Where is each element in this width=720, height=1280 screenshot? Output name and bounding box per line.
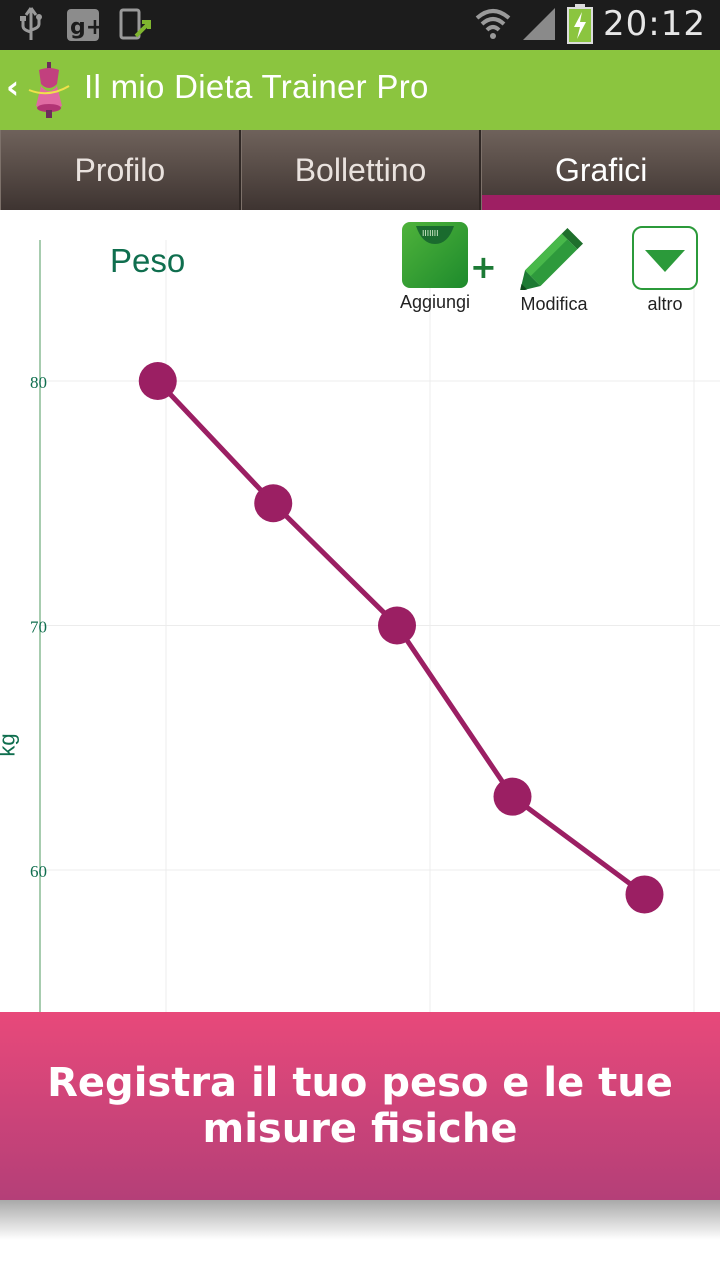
- data-point: [625, 875, 664, 914]
- y-tick-label: 60: [30, 862, 47, 881]
- more-button[interactable]: altro: [632, 226, 698, 315]
- promo-banner: Registra il tuo peso e le tue misure fis…: [0, 1012, 720, 1200]
- svg-text:IIIIIII: IIIIIII: [422, 229, 439, 238]
- tab-profilo[interactable]: Profilo: [0, 130, 241, 210]
- app-logo-icon[interactable]: [24, 62, 74, 120]
- chart-title: Peso: [110, 242, 186, 279]
- wifi-icon: [475, 9, 511, 39]
- banner-text: Registra il tuo peso e le tue misure fis…: [47, 1060, 673, 1152]
- add-button[interactable]: IIIIIII + Aggiungi: [400, 222, 497, 313]
- signal-icon: [523, 8, 556, 40]
- svg-text:g+: g+: [70, 15, 100, 40]
- screen-share-icon: [119, 8, 151, 40]
- scale-icon: IIIIIII: [402, 222, 469, 288]
- usb-icon: [20, 7, 42, 40]
- y-tick-label: 80: [30, 373, 47, 392]
- clock: 20:12: [603, 4, 706, 44]
- tab-bar: Profilo Bollettino Grafici: [0, 130, 720, 210]
- back-icon[interactable]: ‹: [6, 68, 20, 106]
- more-dropdown: [632, 226, 698, 290]
- tab-bollettino[interactable]: Bollettino: [240, 130, 482, 210]
- pencil-icon: [520, 228, 583, 290]
- plus-icon: +: [470, 248, 497, 286]
- y-tick-label: 70: [30, 618, 47, 637]
- chevron-down-icon: [645, 250, 685, 272]
- data-point: [254, 484, 293, 523]
- y-axis-label: kg: [0, 733, 20, 757]
- tab-grafici[interactable]: Grafici: [481, 130, 720, 210]
- app-title: Il mio Dieta Trainer Pro: [84, 68, 429, 105]
- more-label: altro: [647, 294, 683, 314]
- google-plus-icon: g+: [67, 9, 100, 41]
- add-label: Aggiungi: [400, 292, 471, 312]
- status-bar: g+ 20:12: [0, 0, 720, 50]
- data-point: [378, 606, 416, 645]
- data-point: [138, 362, 177, 400]
- battery-charging-icon: [567, 4, 594, 44]
- edit-button[interactable]: Modifica: [516, 224, 592, 315]
- bottom-shadow: [0, 1200, 720, 1240]
- data-point: [493, 777, 532, 816]
- action-bar: ‹ Il mio Dieta Trainer Pro: [0, 50, 720, 130]
- edit-label: Modifica: [520, 294, 588, 314]
